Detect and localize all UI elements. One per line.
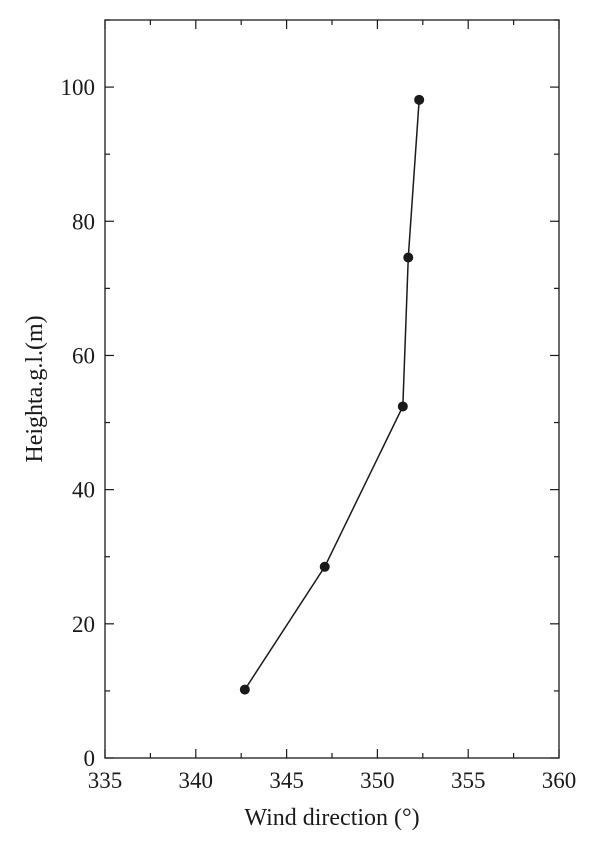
- x-tick-label: 355: [451, 768, 486, 793]
- series-line: [244, 99, 420, 690]
- plot-frame: [104, 19, 560, 759]
- y-tick-label: 100: [61, 75, 96, 100]
- data-point: [239, 684, 250, 695]
- y-tick-label: 80: [72, 209, 95, 234]
- y-tick-label: 0: [84, 746, 96, 771]
- x-tick-label: 360: [542, 768, 577, 793]
- x-tick-label: 345: [269, 768, 304, 793]
- y-tick-label: 40: [72, 478, 95, 503]
- x-tick-label: 340: [179, 768, 214, 793]
- x-tick-label: 350: [360, 768, 395, 793]
- data-point: [403, 252, 414, 263]
- x-axis-label: Wind direction (°): [244, 805, 419, 831]
- x-tick-labels: 335 340 345 350 355 360: [88, 768, 577, 793]
- data-point: [319, 561, 330, 572]
- y-axis-label: Heighta.g.l.(m): [22, 315, 48, 462]
- data-point: [414, 94, 425, 105]
- data-point: [397, 401, 408, 412]
- y-tick-labels: 0 20 40 60 80 100: [61, 75, 96, 771]
- y-tick-label: 60: [72, 343, 95, 368]
- x-tick-label: 335: [88, 768, 123, 793]
- data-points: [239, 94, 425, 695]
- axis-ticks: [104, 19, 560, 759]
- y-tick-label: 20: [72, 612, 95, 637]
